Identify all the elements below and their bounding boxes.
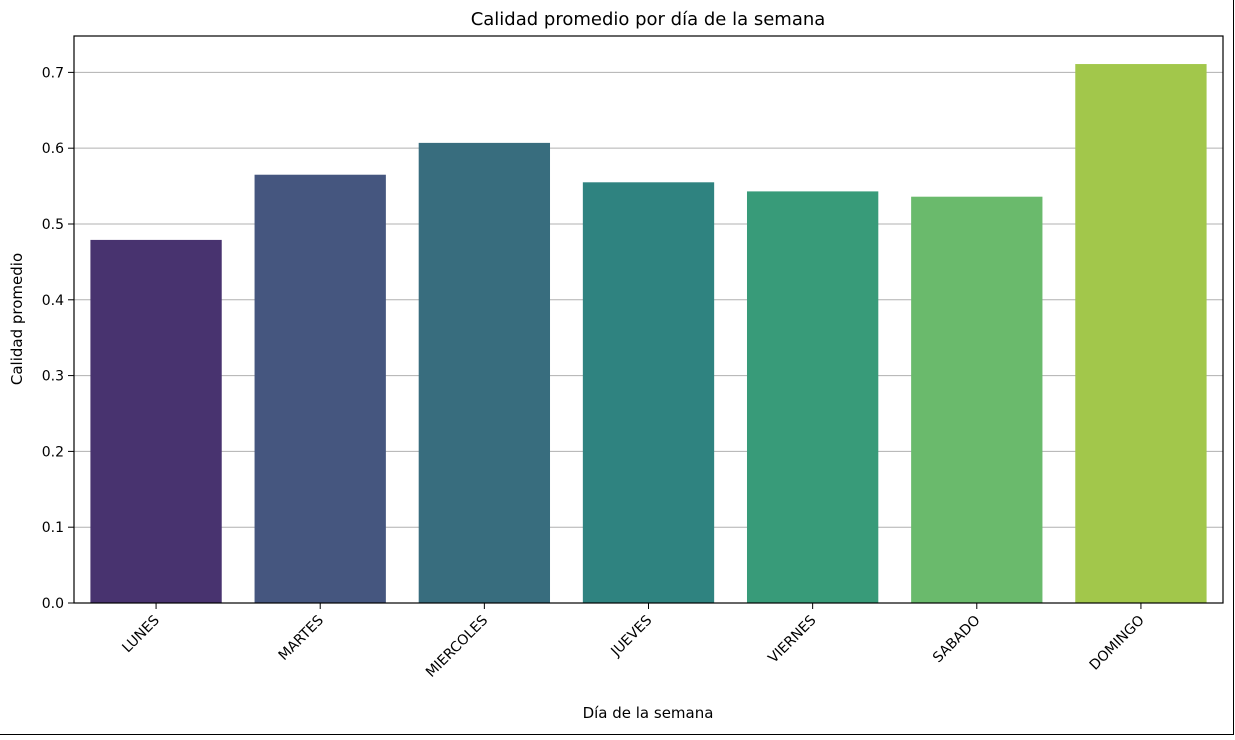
bars bbox=[90, 64, 1207, 604]
y-tick-label: 0.5 bbox=[42, 217, 64, 233]
bar-jueves bbox=[582, 182, 715, 603]
x-tick-label: JUEVES bbox=[608, 612, 656, 660]
y-axis-label: Calidad promedio bbox=[8, 253, 26, 385]
y-axis-ticks: 0.0 0.1 0.2 0.3 0.4 0.5 0.6 0.7 bbox=[42, 65, 74, 612]
y-tick-label: 0.4 bbox=[42, 293, 64, 309]
y-tick-label: 0.1 bbox=[42, 520, 64, 536]
x-tick-label: SABADO bbox=[930, 613, 984, 667]
bar-miercoles bbox=[418, 142, 551, 603]
chart-title: Calidad promedio por día de la semana bbox=[471, 9, 826, 30]
x-axis-label: Día de la semana bbox=[583, 704, 714, 722]
y-tick-label: 0.2 bbox=[42, 444, 64, 460]
y-tick-label: 0.3 bbox=[42, 369, 64, 385]
x-tick-label: LUNES bbox=[119, 612, 163, 656]
bar-sabado bbox=[911, 196, 1043, 603]
bar-domingo bbox=[1075, 64, 1207, 603]
y-tick-label: 0.6 bbox=[42, 141, 64, 157]
x-tick-label: DOMINGO bbox=[1087, 613, 1148, 674]
x-tick-label: MARTES bbox=[276, 612, 327, 663]
x-tick-label: MIERCOLES bbox=[423, 612, 491, 680]
bar-viernes bbox=[746, 191, 879, 603]
x-tick-label: VIERNES bbox=[765, 612, 819, 666]
y-tick-label: 0.0 bbox=[42, 596, 64, 612]
x-axis-ticks: LUNES MARTES MIERCOLES JUEVES VIERNES SABADO D… bbox=[119, 603, 1148, 681]
y-tick-label: 0.7 bbox=[42, 65, 64, 81]
bar-lunes bbox=[90, 239, 222, 603]
bar-martes bbox=[254, 174, 386, 604]
